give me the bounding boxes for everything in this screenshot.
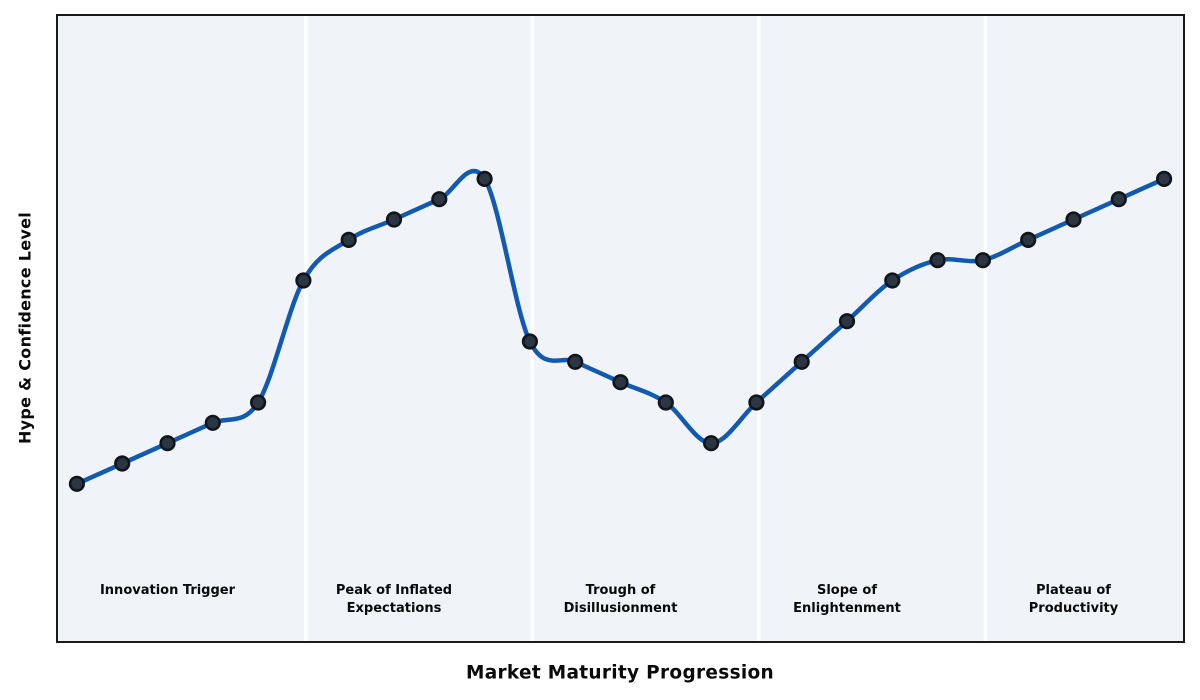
phase-label-4: Slope of Enlightenment: [793, 583, 901, 616]
data-point-9: [476, 170, 493, 187]
data-point-0: [68, 475, 85, 492]
data-point-6: [340, 231, 357, 248]
data-point-2: [159, 435, 176, 452]
hype-curve: [74, 168, 1167, 487]
data-point-5: [295, 272, 312, 289]
plot-area: [57, 15, 1184, 642]
data-point-10: [521, 333, 539, 350]
data-point-4: [250, 394, 267, 411]
x-axis-label: Market Maturity Progression: [465, 662, 775, 684]
data-point-23: [1110, 191, 1127, 208]
data-point-12: [612, 374, 629, 391]
phase-band-divider-1: [304, 15, 308, 642]
data-point-21: [1020, 231, 1037, 248]
phase-label-5: Plateau of Productivity: [1028, 583, 1119, 616]
phase-band-divider-2: [530, 15, 535, 642]
data-point-19: [929, 252, 946, 269]
phase-band-divider-3: [757, 15, 761, 642]
data-point-3: [204, 414, 221, 431]
phase-label-3: Trough of Disillusionment: [563, 583, 678, 616]
data-point-14: [702, 435, 720, 452]
data-point-16: [793, 353, 810, 370]
data-point-20: [974, 252, 992, 269]
data-point-1: [114, 455, 131, 472]
data-point-18: [884, 272, 901, 289]
chart-frame: [56, 14, 1185, 643]
data-point-24: [1155, 170, 1173, 187]
data-point-17: [838, 313, 856, 330]
phase-band-divider-4: [983, 15, 988, 642]
data-point-15: [748, 394, 765, 411]
data-point-11: [567, 353, 584, 370]
y-axis-label: Hype & Confidence Level: [15, 211, 35, 445]
data-point-22: [1065, 211, 1082, 228]
data-point-8: [431, 191, 448, 208]
phase-label-2: Peak of Inflated Expectations: [335, 583, 453, 616]
data-point-13: [657, 394, 674, 411]
phase-label-1: Innovation Trigger: [99, 583, 236, 598]
data-point-7: [385, 211, 403, 228]
